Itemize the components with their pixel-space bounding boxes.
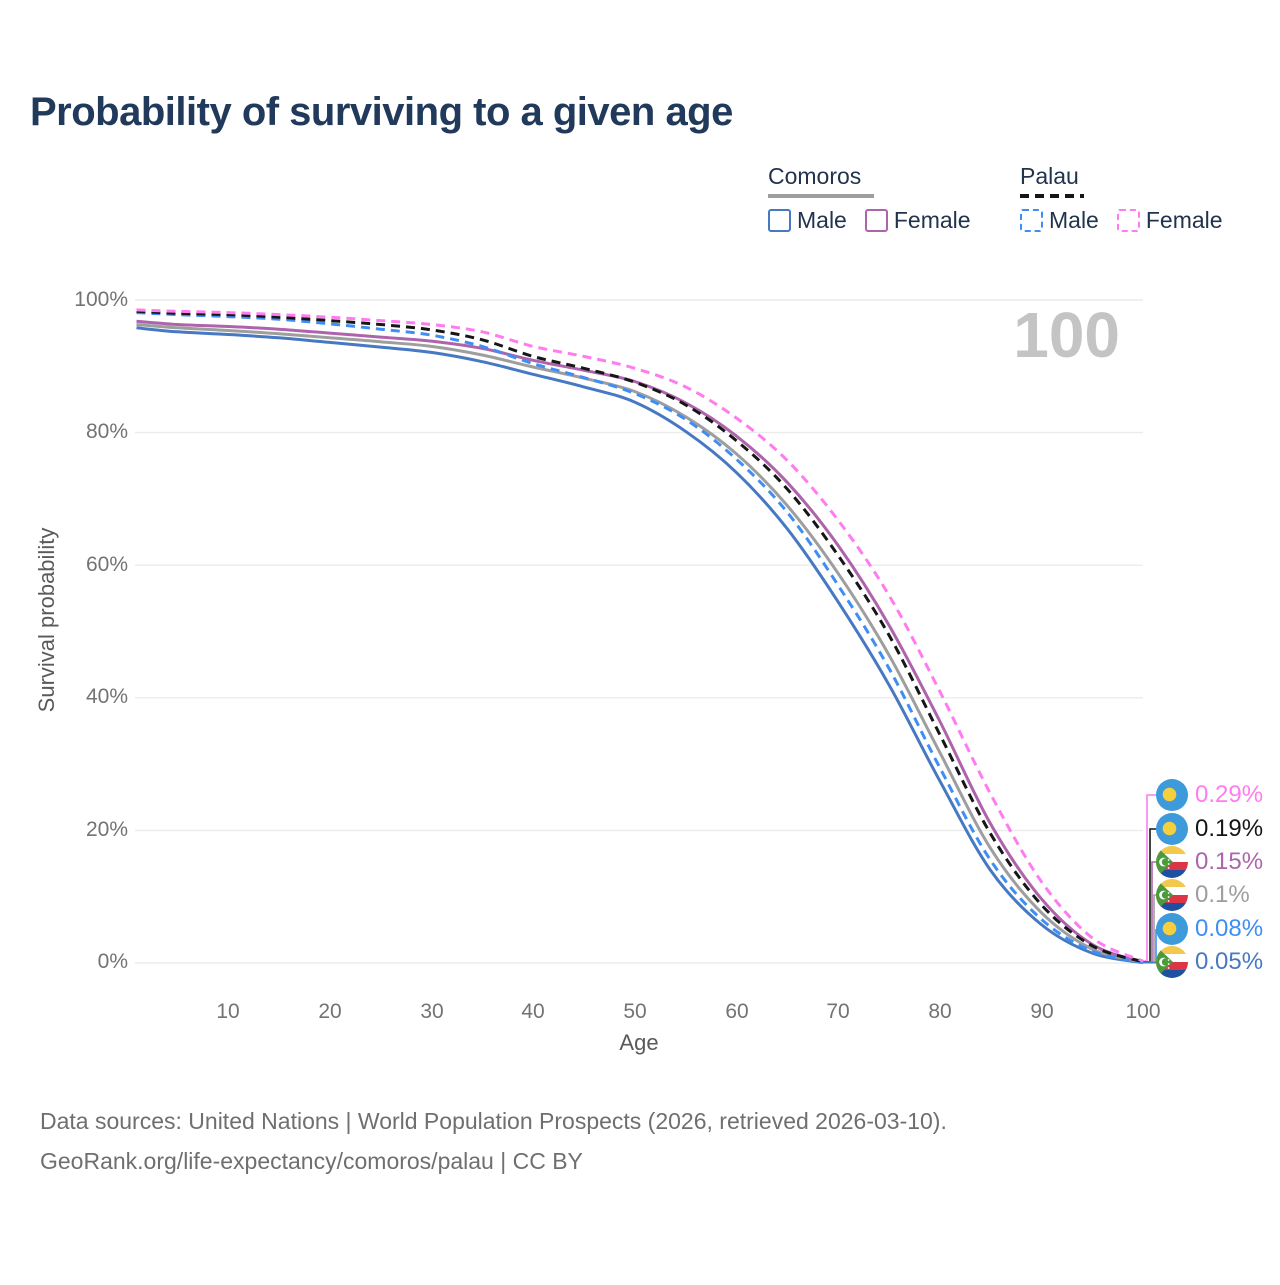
end-label-palau-female: 0.29% xyxy=(1156,778,1263,812)
end-value: 0.29% xyxy=(1195,781,1264,808)
x-tick-label: 20 xyxy=(318,1000,342,1023)
palau-flag-icon xyxy=(1156,813,1188,845)
x-axis-title: Age xyxy=(619,1030,659,1055)
attribution-line: GeoRank.org/life-expectancy/comoros/pala… xyxy=(40,1148,583,1174)
y-axis-title: Survival probability xyxy=(34,527,59,713)
comoros-female-swatch-icon xyxy=(864,209,888,232)
legend-item-comoros-male: Male xyxy=(768,207,847,234)
x-tick-label: 40 xyxy=(521,1000,545,1023)
end-label-comoros-male: 0.05% xyxy=(1156,945,1263,979)
y-tick-label: 60% xyxy=(85,553,128,576)
end-value: 0.08% xyxy=(1195,915,1264,942)
comoros-male-swatch-icon xyxy=(768,209,791,232)
end-label-comoros-female: 0.15% xyxy=(1156,845,1263,879)
end-value: 0.05% xyxy=(1195,948,1264,975)
x-tick-label: 30 xyxy=(420,1000,444,1023)
legend-palau-line-swatch xyxy=(1020,194,1084,198)
legend-item-comoros-female: Female xyxy=(864,207,971,234)
palau-flag-icon xyxy=(1156,779,1188,811)
y-tick-label: 80% xyxy=(85,420,128,443)
end-label-comoros-total: 0.1% xyxy=(1156,878,1250,912)
y-tick-label: 40% xyxy=(85,685,128,708)
x-tick-label: 90 xyxy=(1030,1000,1054,1023)
end-label-palau-male: 0.08% xyxy=(1156,912,1263,946)
comoros-flag-icon xyxy=(1156,946,1188,978)
legend-comoros-title: Comoros xyxy=(768,163,862,189)
x-tick-label: 70 xyxy=(826,1000,850,1023)
end-value: 0.1% xyxy=(1195,881,1250,908)
legend-label: Female xyxy=(1145,207,1223,233)
x-tick-label: 80 xyxy=(928,1000,952,1023)
x-tick-label: 50 xyxy=(623,1000,647,1023)
y-tick-label: 100% xyxy=(74,288,128,311)
legend-label: Female xyxy=(893,207,971,233)
palau-flag-icon xyxy=(1156,913,1188,945)
y-tick-label: 0% xyxy=(97,950,128,973)
x-tick-label: 100 xyxy=(1125,1000,1161,1023)
palau-male-swatch-icon xyxy=(1020,209,1043,232)
legend-palau-title: Palau xyxy=(1020,163,1079,189)
legend-label: Male xyxy=(1049,207,1099,233)
page-title: Probability of surviving to a given age xyxy=(30,90,733,134)
comoros-flag-icon xyxy=(1156,846,1188,878)
comoros-flag-icon xyxy=(1156,879,1188,911)
data-source-line: Data sources: United Nations | World Pop… xyxy=(40,1108,947,1134)
legend-item-palau-male: Male xyxy=(1020,207,1099,234)
x-tick-label: 60 xyxy=(725,1000,749,1023)
x-tick-label: 10 xyxy=(216,1000,240,1023)
y-tick-label: 20% xyxy=(85,818,128,841)
age-annotation: 100 xyxy=(1013,299,1120,371)
legend-item-palau-female: Female xyxy=(1116,207,1223,234)
legend-group-palau: Palau Male Female xyxy=(1020,163,1223,234)
end-value: 0.15% xyxy=(1195,848,1264,875)
end-label-palau-total: 0.19% xyxy=(1156,812,1263,846)
palau-female-swatch-icon xyxy=(1116,209,1140,232)
legend-comoros-line-swatch xyxy=(768,194,874,198)
end-value: 0.19% xyxy=(1195,815,1264,842)
legend-label: Male xyxy=(797,207,847,233)
legend-group-comoros: Comoros Male Female xyxy=(768,163,971,234)
